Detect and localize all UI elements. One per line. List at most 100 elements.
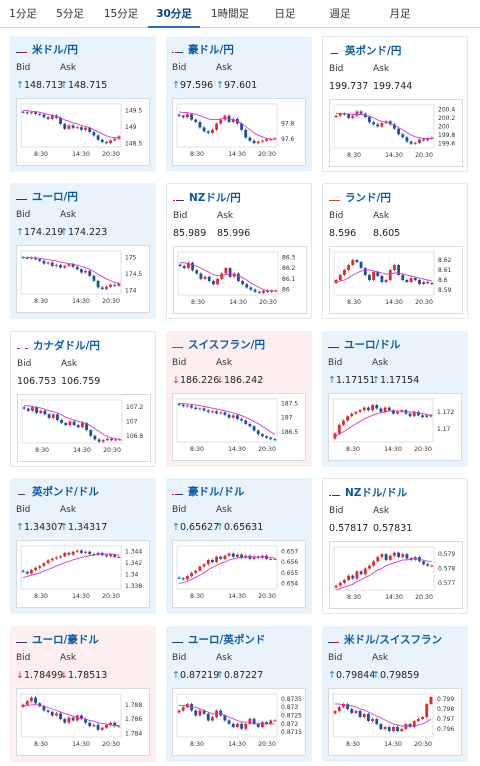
tab-6[interactable]: 週足 <box>329 8 351 20</box>
rate-card[interactable]: ユーロ/円 Bid Ask ↑174.219 ↑174.223 175 174.5 174 8:… <box>10 183 156 319</box>
pair-name[interactable]: 英ポンド/円 <box>345 44 402 57</box>
candle-4 <box>194 406 198 411</box>
pair-name[interactable]: 米ドル/円 <box>32 43 78 56</box>
candle-3 <box>347 574 350 582</box>
chart-svg: 0.799 0.798 0.797 0.796 8:30 14:30 20:30 <box>332 693 454 748</box>
candle-0 <box>21 255 25 259</box>
rate-card[interactable]: ユーロ/豪ドル Bid Ask ↓1.78499 ↓1.78513 1.788 1.786 1… <box>10 626 156 762</box>
candle-8 <box>56 413 59 422</box>
price-chart[interactable]: 0.579 0.578 0.577 8:30 14:30 20:30 <box>329 541 463 609</box>
ask-number: 0.79859 <box>379 670 420 681</box>
pair-name[interactable]: ユーロ/ドル <box>344 338 401 351</box>
candle-0 <box>177 709 181 714</box>
y-tick-label: 0.8735 <box>281 696 302 703</box>
rate-card[interactable]: ユーロ/ドル Bid Ask ↑1.17151 ↑1.17154 1.172 1.17 8:3… <box>322 331 468 467</box>
candle-14 <box>236 414 239 421</box>
candle-0 <box>21 569 25 574</box>
pair-name[interactable]: カナダドル/円 <box>33 339 100 352</box>
candle-6 <box>46 261 50 265</box>
moving-average-line <box>179 705 275 725</box>
price-chart[interactable]: 107.2 107 106.8 8:30 14:30 20:30 <box>17 394 151 462</box>
price-chart[interactable]: 175 174.5 174 8:30 14:30 20:30 <box>16 245 150 313</box>
price-chart[interactable]: 1.172 1.17 8:30 14:30 20:30 <box>328 393 462 461</box>
pair-name[interactable]: NZドル/円 <box>189 191 241 204</box>
pair-name[interactable]: 英ポンド/ドル <box>32 485 99 498</box>
rate-card[interactable]: 英ポンド/円 Bid Ask 199.737 199.744 200.4 200.2 200 1… <box>322 36 468 172</box>
price-chart[interactable]: 86.3 86.2 86.1 86 8:30 14:30 20:30 <box>173 246 307 314</box>
price-chart[interactable]: 200.4 200.2 200 199.8 199.6 8:30 14:30 20:30 <box>329 99 463 167</box>
pair-name[interactable]: 豪ドル/円 <box>188 43 234 56</box>
pair-name[interactable]: NZドル/ドル <box>345 486 408 499</box>
y-tick-label: 148.5 <box>125 141 142 148</box>
rate-card[interactable]: 米ドル/円 Bid Ask ↑148.713 ↑148.715 149.5 149 148.5… <box>10 36 156 172</box>
pair-name[interactable]: ユーロ/豪ドル <box>32 633 99 646</box>
tab-0[interactable]: 1分足 <box>9 8 37 20</box>
plot-frame <box>20 693 122 738</box>
y-tick-label: 200 <box>438 124 450 131</box>
price-chart[interactable]: 1.344 1.342 1.34 1.338 8:30 14:30 20:30 <box>16 540 150 608</box>
tab-3[interactable]: 30分足 <box>148 0 200 28</box>
plot-frame <box>176 545 278 590</box>
rate-card[interactable]: カナダドル/円 Bid Ask 106.753 106.759 107.2 107 106.8… <box>10 331 156 467</box>
rate-card[interactable]: スイスフラン/円 Bid Ask ↓186.226 ↓186.242 187.5 187 18… <box>166 331 312 467</box>
price-chart[interactable]: 187.5 187 186.5 8:30 14:30 20:30 <box>172 393 306 461</box>
tab-4[interactable]: 1時間足 <box>210 8 250 20</box>
rate-card[interactable]: 豪ドル/円 Bid Ask ↑97.596 ↑97.601 97.8 97.6 8:30 14:… <box>166 36 312 172</box>
rate-card[interactable]: 豪ドル/ドル Bid Ask ↑0.65627 ↑0.65631 0.657 0.656 0.… <box>166 478 312 614</box>
rate-card[interactable]: ランド/円 Bid Ask 8.596 8.605 8.62 8.61 8.6 8.59 8:30… <box>322 183 468 319</box>
tab-1[interactable]: 5分足 <box>56 8 84 20</box>
candle-6 <box>202 562 206 568</box>
candle-6 <box>359 260 363 270</box>
candle-20 <box>418 278 421 286</box>
eu-flag-icon <box>172 635 183 643</box>
price-chart[interactable]: 0.8735 0.873 0.8725 0.872 0.8715 8:30 14:30 20:… <box>172 688 306 756</box>
x-tick-label: 20:30 <box>102 593 120 600</box>
rate-card[interactable]: 英ポンド/ドル Bid Ask ↑1.34307 ↑1.34317 1.344 1.342 1… <box>10 478 156 614</box>
y-tick-label: 107 <box>126 419 138 426</box>
price-chart[interactable]: 149.5 149 148.5 8:30 14:30 20:30 <box>16 98 150 166</box>
pair-name[interactable]: 豪ドル/ドル <box>188 485 245 498</box>
candle-10 <box>219 709 223 717</box>
pair-name[interactable]: スイスフラン/円 <box>188 338 266 351</box>
candle-21 <box>109 721 112 727</box>
candle-21 <box>422 280 425 286</box>
candle-6 <box>202 407 206 412</box>
candle-4 <box>351 258 355 267</box>
x-tick-label: 8:30 <box>34 593 48 600</box>
candle-13 <box>387 725 391 733</box>
price-chart[interactable]: 0.657 0.656 0.655 0.654 8:30 14:30 20:30 <box>172 540 306 608</box>
ask-label: Ask <box>373 64 390 74</box>
ask-value: ↓186.242 <box>216 375 263 386</box>
pair-name[interactable]: ユーロ/円 <box>32 190 78 203</box>
candle-13 <box>75 265 79 271</box>
rate-card[interactable]: NZドル/円 Bid Ask 85.989 85.996 86.3 86.2 86.1 86 8:… <box>166 183 312 319</box>
price-chart[interactable]: 0.799 0.798 0.797 0.796 8:30 14:30 20:30 <box>328 688 462 756</box>
tab-5[interactable]: 日足 <box>274 8 296 20</box>
x-tick-label: 14:30 <box>384 741 402 748</box>
price-chart[interactable]: 1.788 1.786 1.784 8:30 14:30 20:30 <box>16 688 150 756</box>
candle-11 <box>67 124 71 131</box>
tab-7[interactable]: 月足 <box>389 8 411 20</box>
rate-card[interactable]: ユーロ/英ポンド Bid Ask ↑0.87219 ↑0.87227 0.8735 0.87… <box>166 626 312 762</box>
tab-2[interactable]: 15分足 <box>103 8 139 20</box>
x-tick-label: 20:30 <box>258 741 276 748</box>
moving-average-line <box>23 704 119 726</box>
x-tick-label: 8:30 <box>347 299 361 306</box>
pair-name[interactable]: 米ドル/スイスフラン <box>344 633 443 646</box>
x-tick-label: 20:30 <box>258 446 276 453</box>
bid-label: Bid <box>172 653 187 663</box>
candle-19 <box>256 140 260 145</box>
candle-1 <box>338 273 342 282</box>
pair-name[interactable]: ランド/円 <box>345 191 391 204</box>
rate-card[interactable]: 米ドル/スイスフラン Bid Ask ↑0.79844 ↑0.79859 0.799 0.7… <box>322 626 468 762</box>
pair-name[interactable]: ユーロ/英ポンド <box>188 633 266 646</box>
price-chart[interactable]: 97.8 97.6 8:30 14:30 20:30 <box>172 98 306 166</box>
rate-card[interactable]: NZドル/ドル Bid Ask 0.57817 0.57831 0.579 0.578 0.5… <box>322 478 468 614</box>
price-chart[interactable]: 8.62 8.61 8.6 8.59 8:30 14:30 20:30 <box>329 246 463 314</box>
candle-9 <box>216 277 219 286</box>
ask-number: 199.744 <box>373 81 413 92</box>
y-tick-label: 97.6 <box>281 136 295 143</box>
y-tick-label: 1.338 <box>125 583 142 590</box>
x-tick-label: 14:30 <box>385 299 403 306</box>
